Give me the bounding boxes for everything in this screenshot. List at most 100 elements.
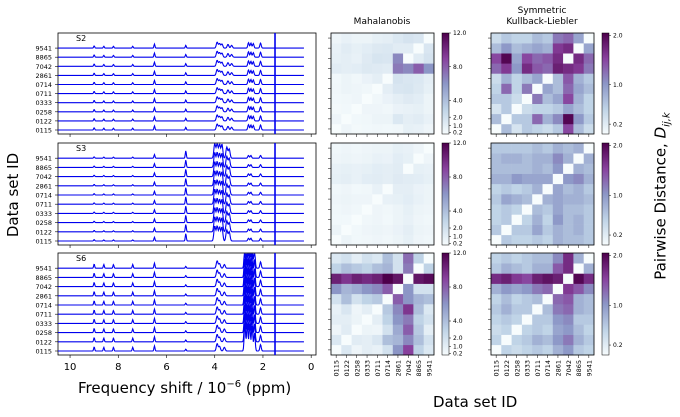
heatmap-cell [573, 273, 584, 284]
heatmap-cell [361, 83, 373, 94]
heatmap-cell [372, 83, 383, 94]
heatmap-cell [583, 314, 595, 325]
heatmap-cell [331, 93, 342, 104]
spectra-panel-frame [57, 252, 317, 356]
heatmap-cell [423, 263, 435, 274]
spectra-panel-frame [57, 32, 317, 135]
heatmap-cell [521, 194, 533, 205]
heatmap-cell [423, 83, 435, 94]
heatmap-cell [372, 153, 383, 164]
heatmap-cell [501, 334, 512, 346]
heatmap-cell [563, 304, 574, 315]
spectrum-trace [58, 114, 304, 122]
heatmap-cell [552, 113, 564, 125]
heatmap-cell [423, 173, 435, 185]
heatmap-cell [341, 43, 352, 54]
heatmap-cell [563, 273, 574, 284]
colorbar-tick-label: 1.0 [453, 344, 463, 351]
heatmap-cell [382, 324, 394, 335]
heatmap-cell [361, 273, 373, 284]
heatmap-cell [573, 334, 584, 346]
heatmap-cell [382, 214, 394, 225]
heatmap-cell [573, 73, 584, 84]
heatmap-cell [511, 253, 523, 264]
heatmap-frame [490, 32, 595, 135]
heatmap-cell [573, 113, 584, 125]
heatmap-cell [521, 204, 533, 215]
heatmap-cell [521, 83, 533, 94]
colorbar-tick-label: 2.0 [613, 143, 623, 150]
heatmap-cell [552, 93, 564, 104]
heatmap-cell [532, 33, 543, 44]
heatmap-cell [552, 63, 564, 74]
heatmap-cell [413, 173, 424, 185]
heatmap-cell [511, 33, 523, 44]
heatmap-cell [372, 73, 383, 84]
heatmap-cell [361, 204, 373, 215]
heatmap-cell [413, 43, 424, 54]
heatmap-cell [382, 33, 394, 44]
heatmap-cell [331, 83, 342, 94]
heatmap-cell [341, 304, 352, 315]
heatmap-cell [542, 324, 554, 335]
heatmap-cell [351, 163, 363, 174]
heatmap-cell [583, 33, 595, 44]
heatmap-cell [542, 234, 554, 246]
heatmap-cell [403, 153, 414, 164]
heatmap-cell [501, 234, 512, 246]
heatmap-cell [392, 283, 404, 295]
heatmap [491, 33, 595, 135]
spectrum-tick-label: 0714 [35, 81, 52, 89]
heatmap-cell [382, 73, 394, 84]
colorbar-tick-label: 12.0 [453, 140, 467, 147]
heatmap-cell [351, 153, 363, 164]
heatmap-cell [532, 304, 543, 315]
heatmap-cell [341, 63, 352, 74]
heatmap-cell [573, 63, 584, 74]
heatmap-cell [521, 224, 533, 236]
heatmap-cell [423, 53, 435, 64]
heatmap-cell [413, 204, 424, 215]
heatmap-x-tick-label: 0714 [384, 360, 392, 377]
heatmap-cell [573, 123, 584, 135]
heatmap-cell [413, 314, 424, 325]
heatmap-cell [413, 123, 424, 135]
heatmap-cell [331, 113, 342, 125]
heatmap-cell [491, 83, 502, 94]
heatmap-cell [331, 43, 342, 54]
heatmap-cell [413, 73, 424, 84]
heatmap-cell [413, 263, 424, 274]
colorbar-tick-label: 8.0 [453, 64, 463, 71]
heatmap-cell [341, 194, 352, 205]
heatmap-cell [563, 73, 574, 84]
heatmap-cell [552, 153, 564, 164]
heatmap-cell [583, 163, 595, 174]
heatmap-cell [573, 324, 584, 335]
spectrum-trace [58, 295, 304, 324]
spectrum-tick-label: 7042 [35, 283, 52, 291]
heatmap-cell [521, 293, 533, 305]
heatmap [491, 253, 595, 356]
heatmap-cell [583, 103, 595, 115]
heatmap-cell [532, 283, 543, 295]
heatmap-cell [563, 214, 574, 225]
heatmap-cell [372, 253, 383, 264]
heatmap-cell [563, 253, 574, 264]
heatmap-cell [521, 253, 533, 264]
heatmap-cell [573, 234, 584, 246]
heatmap-cell [532, 123, 543, 135]
heatmap-cell [583, 93, 595, 104]
spectrum-tick-label: 8865 [35, 54, 52, 62]
heatmap-cell [552, 103, 564, 115]
heatmap-cell [403, 73, 414, 84]
heatmap-cell [423, 304, 435, 315]
colorbar-tick-label: 1.0 [613, 192, 623, 199]
heatmap [331, 143, 435, 246]
heatmap-cell [413, 283, 424, 295]
heatmap-cell [423, 253, 435, 264]
heatmap-cell [351, 263, 363, 274]
heatmap-x-tick-label: 0333 [364, 360, 372, 377]
heatmap-cell [542, 194, 554, 205]
heatmap-cell [511, 234, 523, 246]
heatmap-cell [521, 234, 533, 246]
